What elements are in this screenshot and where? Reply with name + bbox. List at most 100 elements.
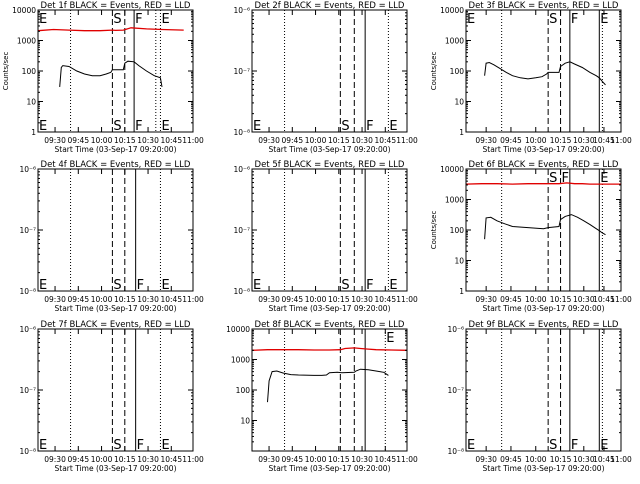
x-tick-label: 11:00 <box>610 295 632 304</box>
x-axis-label: Start Time (03-Sep-17 09:20:00) <box>55 145 177 154</box>
events-series-line <box>484 214 606 240</box>
event-marker-label: S <box>549 12 557 27</box>
event-marker-label: F <box>571 12 578 27</box>
x-tick-label: 09:45 <box>500 295 522 304</box>
plot-frame <box>465 328 622 452</box>
event-marker-label: F <box>366 119 373 134</box>
y-tick-label: 100 <box>22 67 37 76</box>
y-tick-label: 10⁻⁷ <box>233 226 250 235</box>
x-tick-label: 10:15 <box>550 295 572 304</box>
event-marker-label: S <box>113 119 121 134</box>
x-tick-label: 11:00 <box>396 455 418 464</box>
x-tick-label: 10:30 <box>137 455 159 464</box>
event-marker-label: S <box>549 438 557 453</box>
y-tick-label: 10⁻⁶ <box>233 6 250 15</box>
panel-title: Det 7f BLACK = Events, RED = LLD <box>41 320 191 330</box>
event-marker-label: F <box>571 438 578 453</box>
x-tick-label: 09:30 <box>258 455 280 464</box>
x-tick-label: 10:00 <box>525 295 547 304</box>
x-tick-label: 09:30 <box>44 455 66 464</box>
x-axis-label: Start Time (03-Sep-17 09:20:00) <box>269 464 391 473</box>
x-tick-label: 10:00 <box>91 136 113 145</box>
x-tick-label: 11:00 <box>610 455 632 464</box>
event-marker-label: S <box>341 278 349 293</box>
y-tick-label: 10 <box>26 98 36 107</box>
x-tick-label: 11:00 <box>182 295 204 304</box>
y-axis-label: Counts/sec <box>430 211 438 250</box>
x-tick-label: 10:45 <box>593 136 615 145</box>
x-tick-label: 10:30 <box>351 455 373 464</box>
x-tick-label: 10:30 <box>137 136 159 145</box>
x-tick-label: 10:30 <box>573 455 595 464</box>
y-tick-label: 1 <box>31 128 36 137</box>
event-marker-label: S <box>113 12 121 27</box>
event-marker-label: E <box>389 119 397 134</box>
x-tick-label: 10:15 <box>550 136 572 145</box>
x-tick-label: 11:00 <box>396 295 418 304</box>
event-marker-label: E <box>39 438 47 453</box>
lld-series-line <box>37 27 184 32</box>
x-tick-label: 10:45 <box>593 455 615 464</box>
x-tick-label: 10:00 <box>305 295 327 304</box>
x-tick-label: 10:45 <box>593 295 615 304</box>
event-marker-label: E <box>161 119 169 134</box>
event-marker-label: E <box>161 438 169 453</box>
x-axis-label: Start Time (03-Sep-17 09:20:00) <box>483 304 605 313</box>
panel-title: Det 2f BLACK = Events, RED = LLD <box>255 1 405 11</box>
event-marker-label: F <box>137 278 144 293</box>
event-marker-label: E <box>39 119 47 134</box>
y-tick-label: 10⁻⁶ <box>19 325 36 334</box>
y-tick-label: 1 <box>459 128 464 137</box>
y-tick-label: 1000 <box>17 37 36 46</box>
events-series-line <box>267 368 389 403</box>
y-tick-label: 10 <box>454 98 464 107</box>
x-tick-label: 10:45 <box>374 295 396 304</box>
lld-series-line <box>465 182 621 185</box>
event-marker-label: E <box>161 12 169 27</box>
x-axis-label: Start Time (03-Sep-17 09:20:00) <box>483 464 605 473</box>
x-tick-label: 10:15 <box>328 455 350 464</box>
x-tick-label: 11:00 <box>182 455 204 464</box>
x-tick-label: 10:45 <box>160 455 182 464</box>
x-axis-label: Start Time (03-Sep-17 09:20:00) <box>269 145 391 154</box>
y-tick-label: 100 <box>450 226 465 235</box>
event-marker-label: S <box>341 119 349 134</box>
events-series-line <box>59 60 163 87</box>
y-tick-label: 10⁻⁷ <box>19 386 36 395</box>
x-tick-label: 10:15 <box>328 295 350 304</box>
event-marker-label: E <box>600 171 608 186</box>
y-tick-label: 10⁻⁷ <box>447 386 464 395</box>
event-marker-label: E <box>600 12 608 27</box>
panel-title: Det 1f BLACK = Events, RED = LLD <box>41 1 191 11</box>
event-marker-label: S <box>549 171 557 186</box>
y-tick-label: 10⁻⁶ <box>19 165 36 174</box>
y-tick-label: 1000 <box>445 37 464 46</box>
y-axis-label: Counts/sec <box>2 52 10 91</box>
x-tick-label: 09:45 <box>281 295 303 304</box>
event-marker-label: E <box>253 119 261 134</box>
x-tick-label: 10:00 <box>91 295 113 304</box>
event-marker-label: E <box>161 278 169 293</box>
plot-frame <box>251 168 408 292</box>
event-marker-label: F <box>137 438 144 453</box>
lld-series-line <box>251 347 408 351</box>
y-tick-label: 10⁻⁸ <box>447 447 464 456</box>
y-tick-label: 10 <box>454 257 464 266</box>
x-tick-label: 10:45 <box>374 455 396 464</box>
event-marker-label: E <box>600 438 608 453</box>
plot-frame <box>37 328 194 452</box>
x-axis-label: Start Time (03-Sep-17 09:20:00) <box>55 304 177 313</box>
y-tick-label: 10⁻⁸ <box>19 447 36 456</box>
y-tick-label: 1000 <box>231 356 250 365</box>
x-tick-label: 09:30 <box>44 295 66 304</box>
event-marker-label: E <box>253 278 261 293</box>
panel-title: Det 4f BLACK = Events, RED = LLD <box>41 160 191 170</box>
panel-title: Det 9f BLACK = Events, RED = LLD <box>469 320 619 330</box>
x-tick-label: 10:45 <box>160 136 182 145</box>
